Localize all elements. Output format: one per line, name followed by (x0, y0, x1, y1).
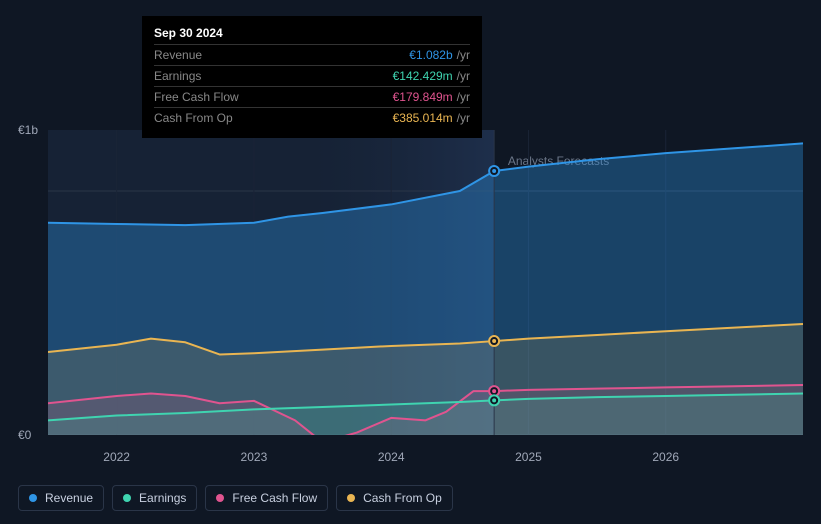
chart-area: €1b €0 (18, 120, 803, 445)
tooltip-row: Cash From Op €385.014m/yr (154, 107, 470, 128)
tooltip-row-value: €142.429m/yr (393, 69, 470, 83)
legend-item-revenue[interactable]: Revenue (18, 485, 104, 511)
tooltip-row-value: €385.014m/yr (393, 111, 470, 125)
legend-item-earnings[interactable]: Earnings (112, 485, 197, 511)
tooltip-row: Free Cash Flow €179.849m/yr (154, 86, 470, 107)
tooltip-row-value: €179.849m/yr (393, 90, 470, 104)
legend-item-cash_from_op[interactable]: Cash From Op (336, 485, 453, 511)
tooltip-row: Revenue €1.082b/yr (154, 44, 470, 65)
legend-label: Revenue (45, 491, 93, 505)
legend-dot-icon (347, 494, 355, 502)
legend-item-free_cash_flow[interactable]: Free Cash Flow (205, 485, 328, 511)
x-axis-tick: 2026 (652, 450, 679, 464)
legend-label: Cash From Op (363, 491, 442, 505)
tooltip-row-label: Revenue (154, 48, 202, 62)
legend-dot-icon (29, 494, 37, 502)
tooltip-date: Sep 30 2024 (154, 26, 470, 40)
tooltip-row-label: Cash From Op (154, 111, 233, 125)
tooltip-row-label: Earnings (154, 69, 201, 83)
tooltip-row-label: Free Cash Flow (154, 90, 239, 104)
legend-dot-icon (216, 494, 224, 502)
tooltip-row: Earnings €142.429m/yr (154, 65, 470, 86)
y-axis-tick: €1b (18, 123, 38, 137)
x-axis-tick: 2025 (515, 450, 542, 464)
chart-plot[interactable] (48, 130, 803, 435)
x-axis-tick: 2024 (378, 450, 405, 464)
chart-legend: Revenue Earnings Free Cash Flow Cash From O… (18, 485, 453, 511)
legend-dot-icon (123, 494, 131, 502)
chart-tooltip: Sep 30 2024 Revenue €1.082b/yr Earnings €14… (142, 16, 482, 138)
x-axis-tick: 2022 (103, 450, 130, 464)
legend-label: Free Cash Flow (232, 491, 317, 505)
tooltip-row-value: €1.082b/yr (409, 48, 470, 62)
x-axis-tick: 2023 (241, 450, 268, 464)
legend-label: Earnings (139, 491, 186, 505)
y-axis-tick: €0 (18, 428, 31, 442)
